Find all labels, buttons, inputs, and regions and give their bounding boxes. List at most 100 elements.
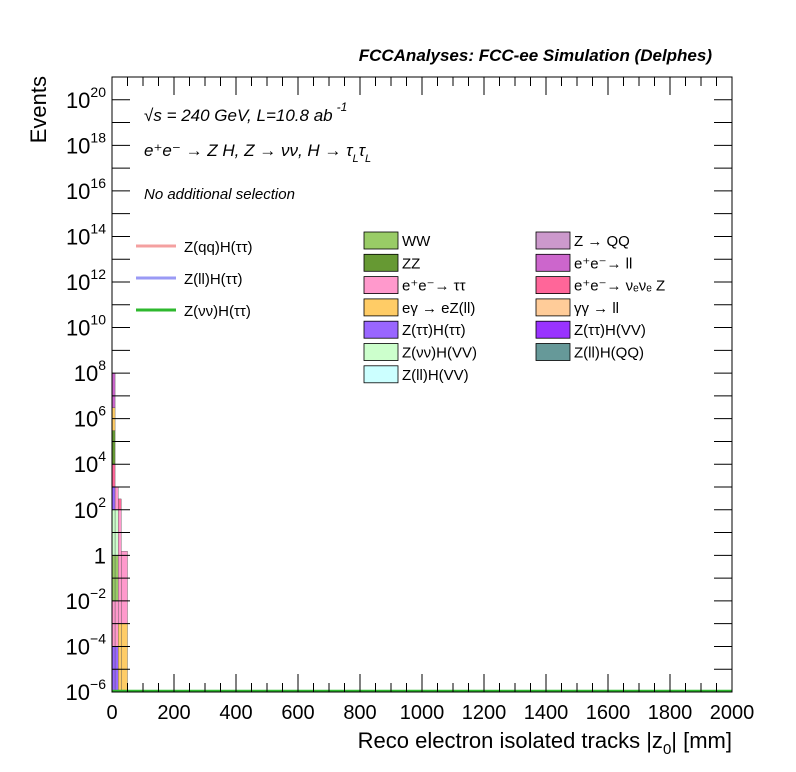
y-tick-base: 10: [66, 589, 90, 614]
bar-segment-2-1: [117, 509, 122, 624]
y-tick-base: 10: [74, 452, 98, 477]
y-tick-exp: 4: [98, 448, 106, 464]
legend-box-label-8: Z(ττ)H(ττ): [402, 322, 466, 339]
y-tick-base: 10: [66, 270, 90, 295]
x-tick-label: 1200: [462, 702, 507, 724]
y-axis-label: Events: [26, 76, 51, 143]
energy-exp: -1: [337, 100, 348, 114]
y-tick-base: 10: [74, 498, 98, 523]
energy-annotation: √s = 240 GeV, L=10.8 ab -1: [144, 100, 347, 125]
y-tick-exp: 16: [90, 175, 106, 191]
legend-box-label-0: WW: [402, 233, 431, 250]
bar-segment-2-2: [117, 498, 122, 510]
y-tick-base: 10: [66, 88, 90, 113]
legend: Z(qq)H(ττ) Z(ll)H(ττ) Z(νν)H(ττ) WW Z → QQ ZZ…: [136, 231, 665, 384]
legend-box-label-12: Z(ll)H(VV): [402, 367, 469, 384]
axes: [111, 76, 733, 693]
legend-box-swatch-0: [363, 231, 399, 250]
x-axis-label-end: | [mm]: [671, 728, 732, 753]
legend-box-label-11: Z(ll)H(QQ): [574, 345, 644, 362]
legend-box-swatch-12: [363, 365, 399, 384]
y-tick-label: 10−2: [66, 585, 107, 614]
legend-box-swatch-3: [535, 253, 571, 272]
y-tick-label: 102: [74, 494, 106, 523]
y-tick-base: 10: [66, 133, 90, 158]
bar-segment-3-1: [121, 551, 128, 624]
legend-box-label-7: γγ → ll: [574, 300, 619, 317]
legend-box-label-5: e⁺e⁻→ νₑνₑ Z: [574, 278, 665, 295]
process-tau: τ: [359, 141, 367, 160]
legend-box-label-3: e⁺e⁻→ ll: [574, 255, 632, 272]
legend-box-swatch-4: [363, 276, 399, 295]
legend-box-swatch-6: [363, 298, 399, 317]
selection-annotation: No additional selection: [144, 186, 295, 203]
legend-box-label-10: Z(νν)H(VV): [402, 345, 477, 362]
y-tick-label: 108: [74, 357, 106, 386]
x-tick-label: 1800: [648, 702, 693, 724]
y-tick-base: 10: [66, 224, 90, 249]
y-tick-label: 10−6: [66, 676, 107, 705]
legend-box-label-6: eγ → eZ(ll): [402, 300, 475, 317]
y-tick-label: 1020: [66, 84, 106, 113]
legend-box-label-9: Z(ττ)H(VV): [574, 322, 646, 339]
bar-segment-1-4: [114, 486, 119, 510]
energy-text: = 240 GeV, L=10.8 ab: [162, 106, 333, 125]
plot-frame: [111, 76, 733, 693]
legend-box-swatch-10: [363, 343, 399, 361]
x-tick-label: 200: [157, 702, 190, 724]
x-tick-label: 400: [219, 702, 252, 724]
process-annotation: e⁺e⁻ → Z H, Z → νν, H → τLτL: [144, 141, 371, 165]
x-tick-label: 1000: [400, 702, 445, 724]
y-tick-label: 1: [94, 543, 106, 568]
process-sub2: L: [365, 153, 371, 165]
x-tick-label: 800: [343, 702, 376, 724]
legend-line-label-2: Z(νν)H(ττ): [184, 303, 251, 320]
legend-box-swatch-7: [535, 298, 571, 317]
y-tick-label: 1016: [66, 175, 106, 204]
y-tick-exp: −2: [90, 585, 106, 601]
x-tick-label: 2000: [710, 702, 755, 724]
legend-line-label-1: Z(ll)H(ττ): [184, 271, 243, 288]
y-tick-label: 1010: [66, 312, 106, 341]
y-tick-exp: −6: [90, 676, 106, 692]
y-tick-base: 10: [66, 316, 90, 341]
y-tick-exp: 18: [90, 129, 106, 145]
y-tick-label: 1014: [66, 220, 106, 249]
process-text: e⁺e⁻ → Z H, Z → νν, H → τ: [144, 141, 354, 160]
legend-box-label-1: Z → QQ: [574, 233, 630, 250]
legend-box-swatch-2: [363, 253, 399, 272]
y-tick-base: 10: [66, 179, 90, 204]
x-tick-label: 600: [281, 702, 314, 724]
legend-box-swatch-5: [535, 276, 571, 295]
y-tick-exp: 10: [90, 312, 106, 328]
x-axis-label-main: Reco electron isolated tracks |z: [358, 728, 663, 753]
legend-box-swatch-11: [535, 343, 571, 361]
bar-segment-2-0: [117, 623, 122, 693]
legend-box-label-4: e⁺e⁻→ ττ: [402, 278, 466, 295]
legend-box-swatch-9: [535, 320, 571, 339]
y-tick-label: 106: [74, 403, 106, 432]
x-tick-label: 0: [106, 702, 117, 724]
x-axis-label-sub: 0: [663, 741, 671, 758]
chart-title: FCCAnalyses: FCC-ee Simulation (Delphes): [359, 46, 713, 65]
x-tick-label: 1600: [586, 702, 631, 724]
y-tick-base: 10: [74, 407, 98, 432]
y-tick-exp: 12: [90, 266, 106, 282]
x-tick-labels: 0 200 400 600 800 1000 1200 1400 1600 1800 2000: [106, 702, 754, 724]
y-tick-label: 1012: [66, 266, 106, 295]
y-tick-exp: 2: [98, 494, 106, 510]
y-tick-exp: 20: [90, 84, 106, 100]
x-axis-label: Reco electron isolated tracks |z0| [mm]: [358, 728, 732, 758]
legend-line-label-0: Z(qq)H(ττ): [184, 239, 253, 256]
energy-sqrt: √s: [144, 106, 162, 125]
legend-box-label-2: ZZ: [402, 255, 420, 272]
y-tick-label: 104: [74, 448, 106, 477]
y-tick-base: 10: [66, 680, 90, 705]
y-tick-exp: 8: [98, 357, 106, 373]
y-tick-exp: −4: [90, 630, 106, 646]
y-tick-exp: 14: [90, 220, 106, 236]
y-tick-base: 10: [66, 634, 90, 659]
y-tick-labels: 10−610−410−21102104106108101010121014101…: [66, 84, 107, 705]
process-sub1: L: [353, 153, 359, 165]
